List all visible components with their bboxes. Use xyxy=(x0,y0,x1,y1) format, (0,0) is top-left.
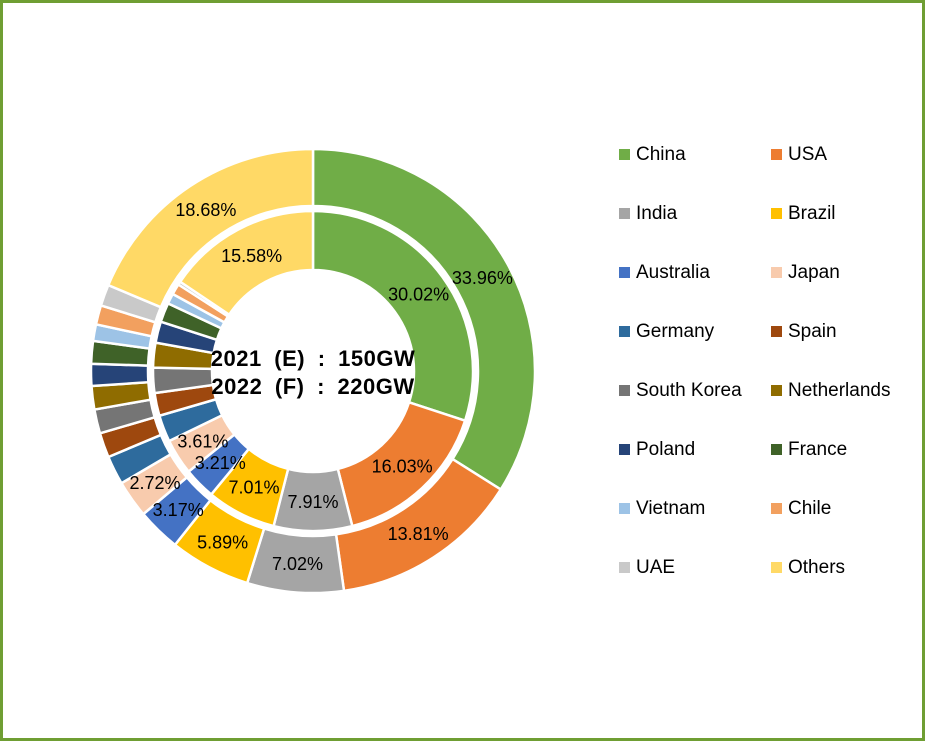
legend-label-others: Others xyxy=(788,556,846,578)
legend-label-australia: Australia xyxy=(636,261,710,283)
center-line-2021: 2021 (E) : 150GW xyxy=(210,346,416,371)
legend-item-germany: Germany xyxy=(619,321,771,343)
legend-item-india: India xyxy=(619,203,771,225)
data-label-outer-brazil: 5.89% xyxy=(197,532,248,552)
data-label-outer-australia: 3.17% xyxy=(153,500,204,520)
data-label-inner-australia: 3.21% xyxy=(195,453,246,473)
legend-label-germany: Germany xyxy=(636,320,715,342)
legend-item-france: France xyxy=(771,439,890,461)
legend-swatch-usa xyxy=(771,149,782,160)
chart-center-annotation: 2021 (E) : 150GW 2022 (F) : 220GW xyxy=(163,345,463,401)
legend-label-south-korea: South Korea xyxy=(636,379,742,401)
data-label-outer-others: 18.68% xyxy=(175,200,236,220)
data-label-inner-usa: 16.03% xyxy=(372,457,433,477)
data-label-inner-china: 30.02% xyxy=(388,285,449,305)
donut-chart: 30.02% 16.03% 7.91% 7.01% 3.21% 3.61% 15.58% 33… xyxy=(3,3,623,738)
slice-outer-others xyxy=(106,147,315,309)
legend-swatch-vietnam xyxy=(619,503,630,514)
legend-swatch-netherlands xyxy=(771,385,782,396)
slice-outer-china xyxy=(311,147,537,492)
legend-item-uae: UAE xyxy=(619,557,771,579)
legend-item-vietnam: Vietnam xyxy=(619,498,771,520)
legend-label-brazil: Brazil xyxy=(788,202,836,224)
data-label-outer-india: 7.02% xyxy=(272,554,323,574)
legend-swatch-brazil xyxy=(771,208,782,219)
legend-swatch-germany xyxy=(619,326,630,337)
legend-swatch-south-korea xyxy=(619,385,630,396)
legend-label-uae: UAE xyxy=(636,556,676,578)
legend-swatch-india xyxy=(619,208,630,219)
legend-swatch-france xyxy=(771,444,782,455)
legend-item-brazil: Brazil xyxy=(771,203,890,225)
legend-swatch-others xyxy=(771,562,782,573)
data-label-inner-india: 7.91% xyxy=(287,492,338,512)
legend-item-netherlands: Netherlands xyxy=(771,380,890,402)
legend-label-france: France xyxy=(788,438,848,460)
legend-label-india: India xyxy=(636,202,678,224)
data-label-inner-others: 15.58% xyxy=(221,246,282,266)
legend-label-netherlands: Netherlands xyxy=(788,379,891,401)
legend-swatch-uae xyxy=(619,562,630,573)
slice-outer-poland xyxy=(89,362,150,388)
legend-label-vietnam: Vietnam xyxy=(636,497,706,519)
legend-swatch-australia xyxy=(619,267,630,278)
data-label-inner-brazil: 7.01% xyxy=(228,478,279,498)
legend-item-usa: USA xyxy=(771,144,890,166)
legend-swatch-poland xyxy=(619,444,630,455)
legend-item-australia: Australia xyxy=(619,262,771,284)
legend-label-chile: Chile xyxy=(788,497,832,519)
data-label-inner-japan: 3.61% xyxy=(177,431,228,451)
data-label-outer-japan: 2.72% xyxy=(129,473,180,493)
legend-item-japan: Japan xyxy=(771,262,890,284)
legend-swatch-china xyxy=(619,149,630,160)
data-label-outer-china: 33.96% xyxy=(452,268,513,288)
legend-label-japan: Japan xyxy=(788,261,840,283)
legend-swatch-chile xyxy=(771,503,782,514)
legend-item-chile: Chile xyxy=(771,498,890,520)
legend-label-china: China xyxy=(636,143,686,165)
slice-inner-china xyxy=(311,209,475,423)
legend-label-poland: Poland xyxy=(636,438,696,460)
center-line-2022: 2022 (F) : 220GW xyxy=(211,374,415,399)
legend-item-south-korea: South Korea xyxy=(619,380,771,402)
legend-item-spain: Spain xyxy=(771,321,890,343)
donut-chart-svg: 30.02% 16.03% 7.91% 7.01% 3.21%3.61% 15.58% 33… xyxy=(89,147,537,595)
slice-inner-others xyxy=(178,209,315,317)
legend-item-china: China xyxy=(619,144,771,166)
legend-label-usa: USA xyxy=(788,143,828,165)
legend-item-poland: Poland xyxy=(619,439,771,461)
legend-swatch-spain xyxy=(771,326,782,337)
legend-label-spain: Spain xyxy=(788,320,837,342)
legend-swatch-japan xyxy=(771,267,782,278)
chart-legend: China USA India Brazil Australia Japan G… xyxy=(619,125,890,597)
legend-item-others: Others xyxy=(771,557,890,579)
data-label-outer-usa: 13.81% xyxy=(388,524,449,544)
